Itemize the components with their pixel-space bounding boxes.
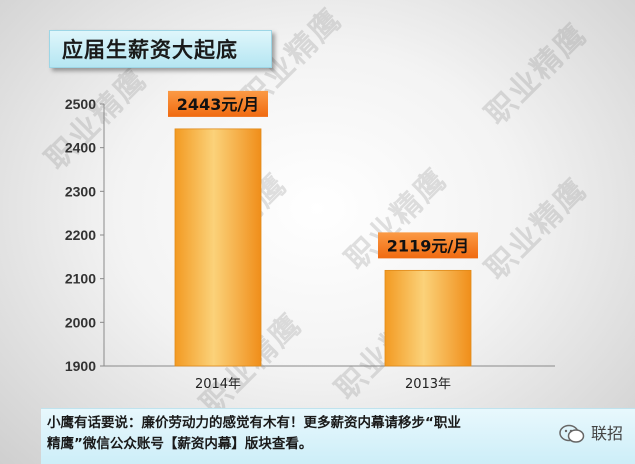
y-tick-label: 2300 xyxy=(65,183,96,199)
y-tick-label: 2400 xyxy=(65,140,96,156)
brand: 联招 xyxy=(559,423,623,444)
brand-name: 联招 xyxy=(590,424,623,443)
x-tick-label: 2013年 xyxy=(405,377,451,392)
y-tick-label: 1900 xyxy=(65,358,96,374)
page-title: 应届生薪资大起底 xyxy=(49,30,272,68)
y-tick-label: 2000 xyxy=(65,314,96,330)
footer-text: 小鹰有话要说：廉价劳动力的感觉有木有！更多薪资内幕请移步“职业精鹰”微信公众账号… xyxy=(47,415,461,452)
footer-note: 小鹰有话要说：廉价劳动力的感觉有木有！更多薪资内幕请移步“职业精鹰”微信公众账号… xyxy=(41,408,635,464)
x-tick-label: 2014年 xyxy=(195,377,241,392)
data-label-box xyxy=(168,90,268,117)
y-tick-label: 2100 xyxy=(65,271,96,287)
wechat-icon xyxy=(559,424,585,443)
page-title-text: 应届生薪资大起底 xyxy=(62,38,238,62)
y-tick-label: 2200 xyxy=(65,227,96,243)
bar xyxy=(384,269,472,367)
data-label: 2119元/月 xyxy=(387,236,469,255)
data-label-box xyxy=(378,232,478,259)
y-tick-label: 2500 xyxy=(65,96,96,112)
bar xyxy=(174,128,262,367)
data-label: 2443元/月 xyxy=(177,95,259,114)
